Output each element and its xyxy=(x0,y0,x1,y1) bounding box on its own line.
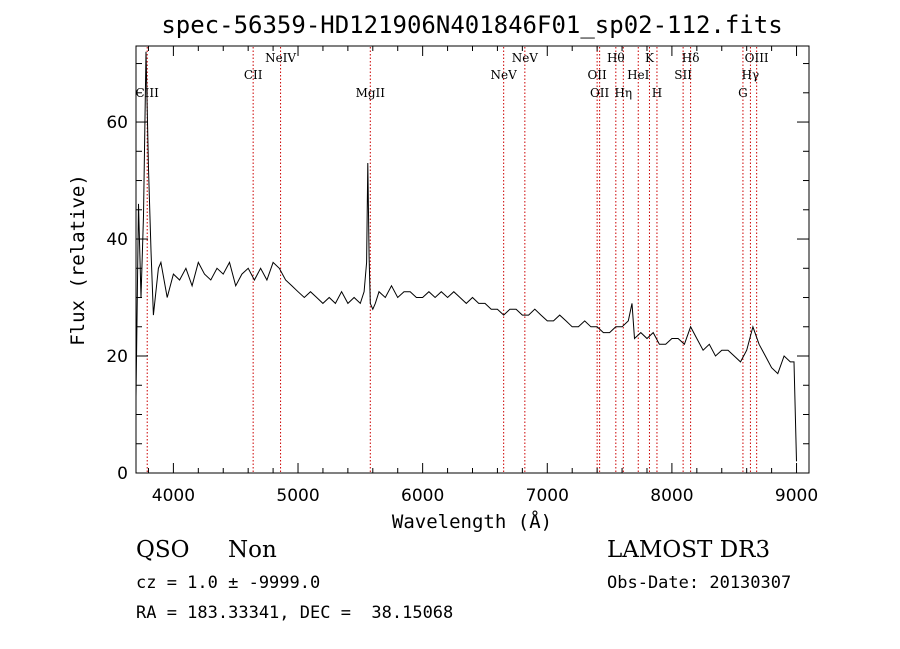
line-label-17: OIII xyxy=(745,51,769,65)
spectrum-series-line xyxy=(135,51,797,462)
line-label-14: Hδ xyxy=(682,51,700,65)
line-label-8: Hθ xyxy=(607,51,625,65)
line-label-12: H xyxy=(652,86,662,100)
line-label-7: OII xyxy=(590,86,610,100)
object-class: QSO xyxy=(136,537,190,563)
line-label-13: SII xyxy=(674,68,692,82)
x-tick-label: 7000 xyxy=(526,486,569,506)
line-label-16: Hγ xyxy=(742,68,760,82)
x-tick-label: 6000 xyxy=(401,486,444,506)
line-label-2: NeIV xyxy=(265,51,296,65)
line-label-6: OII xyxy=(587,68,607,82)
line-label-5: NeV xyxy=(512,51,539,65)
line-label-9: Hη xyxy=(614,86,632,100)
emission-line-labels: CIIICIINeIVMgIINeVNeVOIIOIIHθHηHeIKHSIIH… xyxy=(136,51,769,100)
line-label-1: CII xyxy=(244,68,263,82)
line-label-10: HeI xyxy=(627,68,650,82)
emission-line-markers xyxy=(146,47,758,472)
redshift-cz: cz = 1.0 ± -9999.0 xyxy=(136,573,321,593)
y-tick-label: 40 xyxy=(106,230,128,250)
line-label-11: K xyxy=(645,51,655,65)
y-tick-label: 60 xyxy=(106,113,128,133)
survey-name: LAMOST DR3 xyxy=(607,537,771,563)
plot-frame xyxy=(135,45,810,474)
x-tick-label: 8000 xyxy=(650,486,693,506)
x-axis-label: Wavelength (Å) xyxy=(392,510,552,533)
object-subclass: Non xyxy=(228,537,277,563)
y-tick-label: 0 xyxy=(117,464,128,484)
observation-date: Obs-Date: 20130307 xyxy=(607,573,792,593)
y-axis-label: Flux (relative) xyxy=(67,174,89,346)
x-axis-ticks: 4000 5000 6000 7000 8000 9000 xyxy=(147,46,818,506)
chart-title: spec-56359-HD121906N401846F01_sp02-112.f… xyxy=(161,11,782,39)
y-axis-ticks: 0 20 40 60 xyxy=(106,63,809,484)
ra-dec: RA = 183.33341, DEC = 38.15068 xyxy=(136,603,454,623)
line-label-15: G xyxy=(738,86,748,100)
x-tick-label: 9000 xyxy=(775,486,818,506)
line-label-3: MgII xyxy=(356,86,386,100)
x-tick-label: 5000 xyxy=(276,486,319,506)
y-tick-label: 20 xyxy=(106,347,128,367)
x-tick-label: 4000 xyxy=(152,486,195,506)
line-label-4: NeV xyxy=(491,68,518,82)
